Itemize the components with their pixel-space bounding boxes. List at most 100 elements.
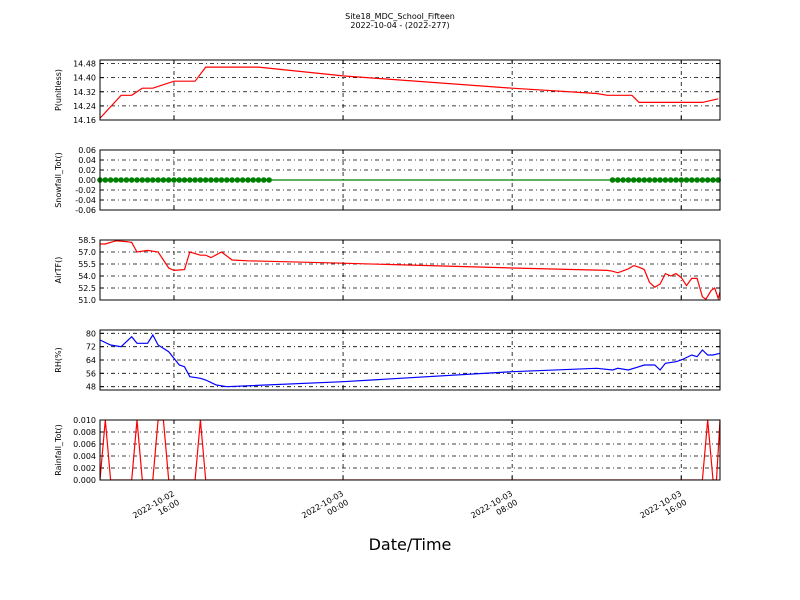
series-point [128,177,135,183]
series-point [139,177,146,183]
series-point [218,177,225,183]
chart-title: Site18_MDC_School_Fifteen [345,12,455,21]
series-point [234,177,241,183]
series-line [100,333,720,388]
panel-frame [99,419,721,481]
series-point [123,177,130,183]
y-axis-label: RH(%) [54,347,63,372]
chart-panels: 14.16 14.24 14.32 14.40 14.48 P(unitless) -0.0… [54,59,722,520]
y-tick-label: -0.04 [75,196,96,205]
series-line [100,240,720,300]
series-point [261,177,267,183]
series-point [266,177,272,183]
series-point [704,177,711,183]
series-point [678,177,685,183]
y-tick-label: 0.04 [78,156,96,165]
series-point [229,177,235,183]
series-point [646,177,653,183]
series-point [155,177,161,183]
series-point [255,177,262,183]
panel-1: 14.16 14.24 14.32 14.40 14.48 P(unitless) [54,59,721,125]
series-point [652,177,658,183]
series-point [118,177,124,183]
panel-frame [99,59,721,121]
y-tick-label: 0.00 [78,176,96,185]
panel-frame [99,149,721,211]
y-axis-label: AirTF() [54,257,63,284]
y-tick-label: 0.000 [73,476,96,485]
series-point [609,177,616,183]
series-point [165,177,172,183]
series-point [615,177,621,183]
series-point [710,177,716,183]
series-point [181,177,188,183]
series-point [625,177,632,183]
y-axis-label: Rainfall_Tot() [54,424,63,476]
series-point [239,177,246,183]
y-tick-label: 0.006 [73,440,96,449]
series-point [113,177,119,183]
panel-5: 0.000 0.002 0.004 0.006 0.008 0.010 Rainfall_T… [54,416,721,485]
series-point [667,177,674,183]
y-tick-label: 57.0 [78,248,96,257]
series-point [208,177,214,183]
series-line [100,420,720,480]
y-tick-label: 0.06 [78,146,96,155]
series-point [134,177,140,183]
y-tick-label: 0.010 [73,416,96,425]
y-tick-label: 72 [86,343,96,352]
series-point [160,177,167,183]
y-tick-label: 0.008 [73,428,96,437]
panel-frame [99,329,721,391]
series-point [694,177,700,183]
y-tick-label: 58.5 [78,236,96,245]
series-point [662,177,669,183]
y-tick-label: 55.5 [78,260,96,269]
y-tick-label: -0.06 [75,206,96,215]
y-axis-label: P(unitless) [54,69,63,111]
series-point [102,177,109,183]
y-tick-label: 52.5 [78,284,96,293]
y-tick-label: 14.16 [73,116,96,125]
y-axis-label: Snowfall_Tot() [54,152,63,208]
series-point [197,177,204,183]
y-tick-label: 48 [86,383,96,392]
series-point [144,177,151,183]
series-point [224,177,230,183]
chart-subtitle: 2022-10-04 - (2022-277) [350,21,449,30]
y-tick-label: 80 [86,329,96,338]
y-tick-label: 0.004 [73,452,96,461]
series-point [171,177,177,183]
series-point [657,177,663,183]
panel-2: -0.06-0.04-0.020.000.020.040.06 Snowfall_… [54,146,722,215]
y-tick-label: 14.24 [73,102,96,111]
series-point [699,177,706,183]
series-point [250,177,256,183]
series-point [187,177,193,183]
y-tick-label: 64 [86,356,96,365]
y-tick-label: 0.002 [73,464,96,473]
y-tick-label: 51.0 [78,296,96,305]
series-point [689,177,695,183]
series-point [150,177,156,183]
y-tick-label: 0.02 [78,166,96,175]
series-point [213,177,220,183]
y-tick-label: 14.40 [73,74,96,83]
x-axis-label: Date/Time [369,535,452,554]
y-tick-label: 54.0 [78,272,96,281]
y-tick-label: -0.02 [75,186,96,195]
panel-3: 51.0 52.5 54.0 55.5 57.0 58.5 AirTF() [54,236,721,305]
y-tick-label: 14.32 [73,88,96,97]
panel-4: 48 56 64 72 80 RH(%) [54,329,721,392]
y-tick-label: 56 [86,369,96,378]
series-point [673,177,679,183]
series-point [202,177,209,183]
panel-frame [99,239,721,301]
series-point [107,177,114,183]
series-point [176,177,183,183]
